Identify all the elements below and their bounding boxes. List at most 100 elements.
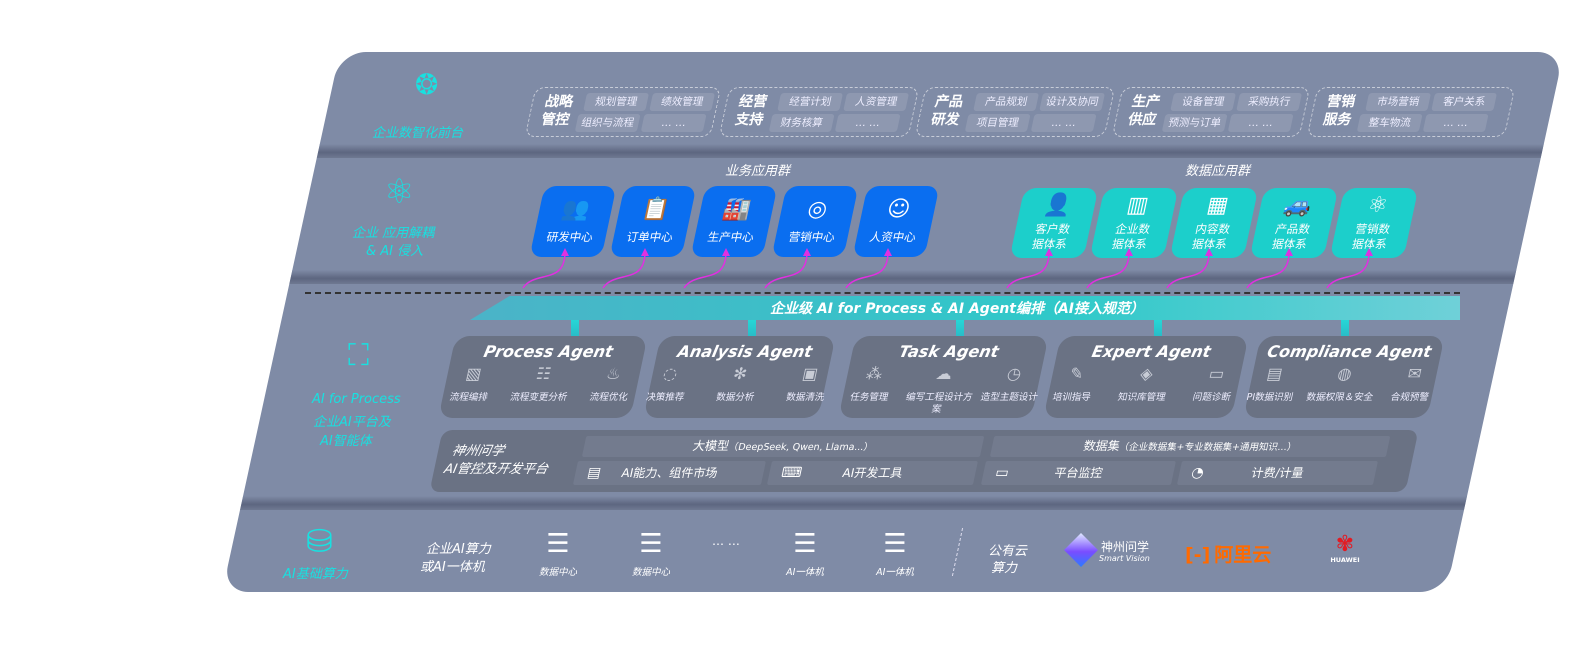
capability-chip: 采购执行	[1236, 93, 1303, 111]
capability-chip: … …	[834, 114, 901, 132]
business-app-card[interactable]: ☺ 人资中心	[852, 186, 940, 257]
model-note: （DeepSeek, Qwen, Llama...）	[727, 442, 875, 453]
server-icon: ☰	[883, 529, 907, 559]
server-icon: ☰	[639, 529, 663, 559]
platform-tool[interactable]: ◔ 计费/计量	[1176, 461, 1378, 485]
top-layer-label: 企业数智化前台	[372, 126, 464, 141]
group-title: 生产供应	[1126, 94, 1162, 128]
agent-capability: ✻ 数据分析	[699, 364, 777, 404]
capability-icon: ◍	[1335, 364, 1354, 383]
person-icon: ☺	[884, 197, 913, 222]
server-icon: ☰	[793, 529, 817, 559]
app-label: 营销数据体系	[1350, 222, 1392, 251]
dataset-note: （企业数据集+专业数据集+通用知识...）	[1118, 442, 1298, 453]
smart-vision-logo: 神州问学 Smart Vision	[1064, 533, 1160, 568]
ai-layer-label: AI for Process	[312, 392, 401, 407]
capability-label: 合规预警	[1389, 392, 1430, 403]
capability-chip: 客户关系	[1431, 93, 1498, 111]
enterprise-compute-label: 企业AI算力	[426, 542, 491, 557]
business-app-card[interactable]: 📋 订单中心	[609, 186, 697, 257]
capability-icon: ▣	[800, 364, 820, 383]
capability-icon: ▧	[464, 364, 484, 383]
app-label: 生产中心	[706, 230, 756, 244]
orchestration-label: 企业级 AI for Process & AI Agent编排（AI接入规范）	[770, 301, 1145, 317]
agent-capability: ☷ 流程变更分析	[502, 364, 580, 404]
business-app-card[interactable]: ◎ 营销中心	[771, 186, 859, 257]
capability-chip: 预测与订单	[1161, 114, 1228, 132]
orchestration-banner: 企业级 AI for Process & AI Agent编排（AI接入规范）	[470, 296, 1460, 320]
capability-icon: ◈	[1138, 364, 1155, 383]
tool-label: 平台监控	[1052, 466, 1104, 480]
capability-chip: … …	[1030, 114, 1097, 132]
smart-vision-cn: 神州问学	[1101, 540, 1150, 554]
ai-layer-label-2: 企业AI平台及	[313, 415, 391, 430]
capability-chip: 人资管理	[843, 93, 910, 111]
platform-tool[interactable]: ⌨ AI开发工具	[766, 461, 978, 485]
group-title: 产品研发	[929, 94, 965, 128]
capability-chip: … …	[640, 114, 707, 132]
capability-chip: 设备管理	[1170, 93, 1237, 111]
capability-label: 决策推荐	[644, 392, 686, 403]
agent-capability: ▤ PI数据识别	[1233, 364, 1311, 404]
capability-chip: 组织与流程	[574, 114, 641, 132]
group-title: 战略管控	[539, 94, 575, 128]
capability-chip: 设计及协同	[1039, 93, 1106, 111]
app-label: 企业数据体系	[1110, 222, 1152, 251]
data-app-card[interactable]: 👤 客户数据体系	[1009, 188, 1099, 258]
server-label: 数据中心	[538, 567, 577, 578]
capability-icon: ✎	[1068, 364, 1086, 383]
app-label: 人资中心	[868, 230, 918, 244]
users-icon: 👥	[559, 197, 592, 222]
capability-label: 数据分析	[714, 392, 756, 403]
agent-card[interactable]: Process Agent ▧ 流程编排 ☷ 流程变更分析 ♨ 流程优化	[438, 336, 648, 418]
double-arrow-icon	[1154, 320, 1162, 338]
aliyun-logo: [-] 阿里云	[1185, 540, 1271, 567]
business-app-card[interactable]: 🏭 生产中心	[690, 186, 778, 257]
business-app-card[interactable]: 👥 研发中心	[529, 186, 617, 257]
capability-label: 流程优化	[588, 392, 629, 403]
molecule-icon: ⚛	[384, 172, 415, 212]
capability-label: 培训指导	[1051, 392, 1092, 403]
model-label: 大模型	[691, 439, 731, 453]
capability-label: 数据权限＆安全	[1305, 392, 1375, 403]
agent-capability: ▧ 流程编排	[432, 364, 510, 404]
capability-icon: ⁂	[864, 364, 885, 383]
car-icon: 🚙	[1281, 193, 1315, 218]
agent-capability: ☁ 编写工程设计方案	[900, 364, 980, 416]
capability-label: 问题诊断	[1191, 392, 1232, 403]
capability-chip: 财务核算	[768, 114, 835, 132]
books-icon: ▦	[1204, 193, 1231, 218]
target-icon: ◎	[805, 197, 830, 222]
agent-card[interactable]: Compliance Agent ▤ PI数据识别 ◍ 数据权限＆安全 ✉ 合规预警	[1243, 336, 1445, 418]
double-arrow-icon	[748, 320, 756, 338]
platform-tool[interactable]: ▤ AI能力、组件市场	[572, 461, 766, 485]
agent-card[interactable]: Analysis Agent ◌ 决策推荐 ✻ 数据分析 ▣ 数据清洗	[643, 336, 836, 418]
dataset-label: 数据集	[1082, 439, 1122, 453]
data-app-card[interactable]: ▥ 企业数据体系	[1089, 188, 1179, 258]
data-app-card[interactable]: 🚙 产品数据体系	[1249, 188, 1339, 258]
group-title: 经营支持	[733, 94, 769, 128]
capability-icon: ▤	[1265, 364, 1285, 383]
double-arrow-icon	[1341, 320, 1349, 338]
gauge-icon: ◔	[1189, 465, 1206, 481]
agent-capability: ✉ 合规预警	[1373, 364, 1451, 404]
aliyun-text: 阿里云	[1214, 544, 1272, 566]
data-app-card[interactable]: ⚛ 营销数据体系	[1329, 188, 1419, 258]
monitor-icon: ▭	[993, 465, 1011, 481]
enterprise-compute-label-2: 或AI一体机	[420, 560, 485, 575]
platform-tool[interactable]: ▭ 平台监控	[980, 461, 1176, 485]
capability-chip: 经营计划	[777, 93, 844, 111]
ai-layer-label-3: AI智能体	[320, 434, 372, 449]
capability-chip: 项目管理	[964, 114, 1031, 132]
app-layer-label: 企业 应用解耦	[352, 226, 435, 241]
agent-card[interactable]: Task Agent ⁂ 任务管理 ☁ 编写工程设计方案 ◷ 造型主题设计	[838, 336, 1049, 418]
capability-label: 造型主题设计	[979, 392, 1039, 403]
agent-card[interactable]: Expert Agent ✎ 培训指导 ◈ 知识库管理 ▭ 问题诊断	[1043, 336, 1249, 418]
building-icon: ▥	[1124, 193, 1151, 218]
capability-chip: 整车物流	[1356, 114, 1423, 132]
huawei-text: HUAWEI	[1330, 556, 1360, 564]
app-label: 产品数据体系	[1270, 222, 1312, 251]
capability-chip: 产品规划	[973, 93, 1040, 111]
server-label: AI一体机	[876, 567, 914, 578]
data-app-card[interactable]: ▦ 内容数据体系	[1169, 188, 1259, 258]
